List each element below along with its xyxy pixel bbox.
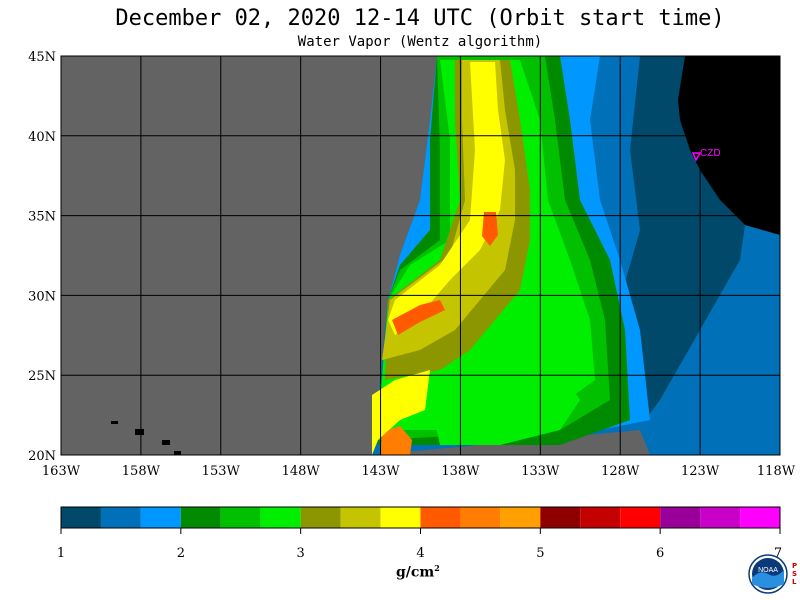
longitude-label: 143W: [361, 464, 400, 479]
longitude-label: 133W: [521, 464, 560, 479]
latitude-label: 35N: [28, 210, 56, 225]
colorbar-segment: [500, 507, 541, 528]
latitude-labels: 45N 40N 35N 30N 25N 20N: [28, 50, 56, 464]
colorbar-ticks: 1 2 3 4 5 6 7: [57, 528, 782, 561]
colorbar-segment: [420, 507, 461, 528]
latitude-label: 20N: [28, 449, 56, 464]
colorbar-segment: [300, 507, 341, 528]
colorbar-tick-label: 4: [416, 546, 424, 561]
longitude-label: 128W: [601, 464, 640, 479]
longitude-label: 138W: [441, 464, 480, 479]
swath-band-orange: [392, 300, 445, 335]
swath-band-orange-2: [482, 212, 498, 246]
swath-layer: [372, 56, 780, 455]
colorbar-segment: [700, 507, 741, 528]
svg-text:CZD: CZD: [700, 148, 721, 159]
swath-band-orange-3: [380, 426, 412, 455]
colorbar-segment: [61, 507, 101, 528]
latitude-label: 25N: [28, 369, 56, 384]
land-area: [678, 56, 780, 235]
colorbar-segment: [580, 507, 621, 528]
swath-band-yellow: [388, 62, 505, 335]
swath-band-green-lower: [430, 360, 580, 445]
longitude-label: 153W: [202, 464, 241, 479]
station-marker: CZD: [691, 148, 721, 162]
colorbar-segment: [740, 507, 780, 528]
colorbar-segment: [220, 507, 261, 528]
map-frame: [60, 55, 781, 456]
longitude-labels: 163W 158W 153W 148W 143W 138W 133W 128W 123W 118W: [42, 464, 796, 479]
colorbar-segment: [380, 507, 421, 528]
colorbar: [60, 506, 781, 529]
colorbar-segment: [100, 507, 141, 528]
swath-band-yellow-2: [372, 370, 430, 455]
longitude-label: 148W: [282, 464, 321, 479]
colorbar-segment: [540, 507, 581, 528]
colorbar-tick-label: 5: [536, 546, 544, 561]
chart-subtitle: Water Vapor (Wentz algorithm): [297, 34, 543, 50]
colorbar-units: g/cm2: [396, 563, 440, 581]
colorbar-tick-label: 1: [57, 546, 65, 561]
colorbar-segment: [460, 507, 501, 528]
colorbar-segment: [260, 507, 301, 528]
latitude-label: 30N: [28, 289, 56, 304]
colorbar-segment: [620, 507, 661, 528]
chart-title: December 02, 2020 12-14 UTC (Orbit start…: [115, 6, 725, 31]
swath-band-navy: [620, 56, 745, 420]
colorbar-tick-label: 7: [774, 546, 782, 561]
latitude-label: 40N: [28, 130, 56, 145]
longitude-label: 118W: [757, 464, 796, 479]
longitude-label: 163W: [42, 464, 81, 479]
colorbar-tick-label: 3: [297, 546, 305, 561]
colorbar-segment: [180, 507, 221, 528]
noaa-logo: NOAA: [748, 554, 788, 594]
svg-text:NOAA: NOAA: [758, 567, 778, 574]
longitude-label: 123W: [681, 464, 720, 479]
colorbar-tick-label: 2: [177, 546, 185, 561]
colorbar-segment: [660, 507, 701, 528]
colorbar-segment: [340, 507, 381, 528]
colorbar-tick-label: 6: [656, 546, 664, 561]
longitude-label: 158W: [122, 464, 161, 479]
colorbar-segment: [140, 507, 181, 528]
latitude-label: 45N: [28, 50, 56, 65]
hawaiian-islands: [111, 421, 181, 455]
